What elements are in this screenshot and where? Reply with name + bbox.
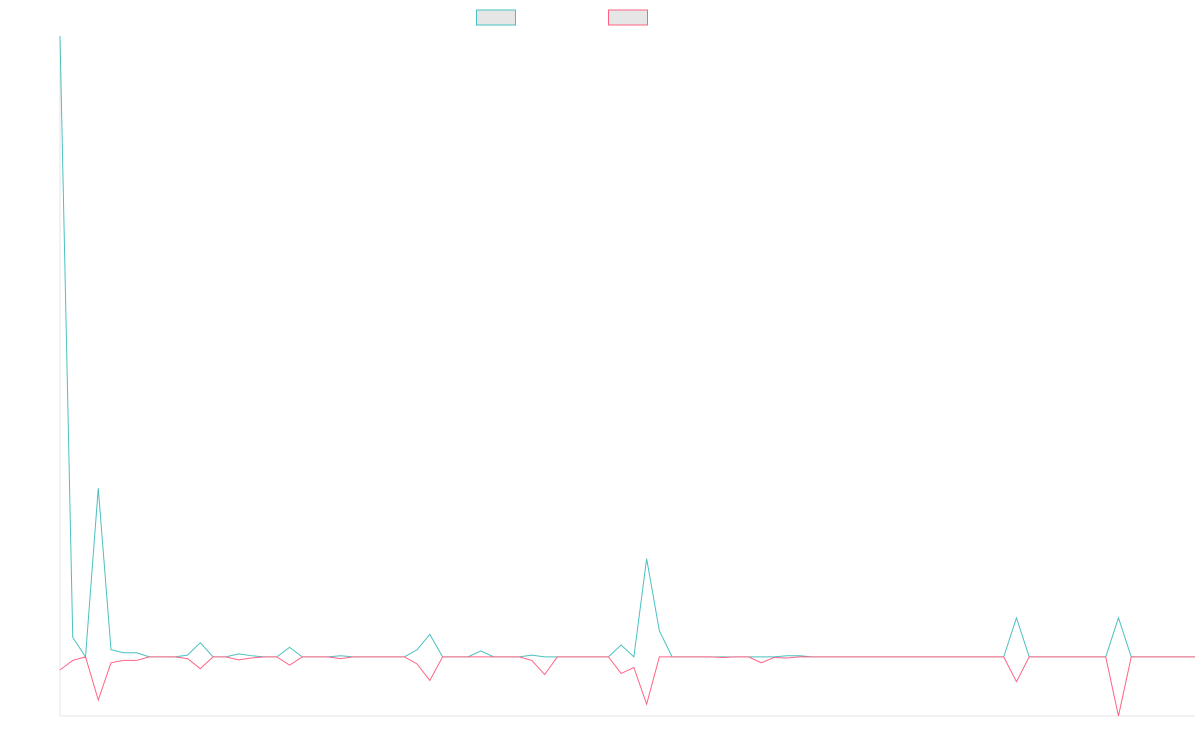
- series-2: [59, 656, 1195, 717]
- legend-swatch-1[interactable]: [476, 9, 516, 26]
- series-layer: [59, 35, 1195, 717]
- series-1: [59, 35, 1195, 659]
- series-line-2: [59, 656, 1195, 717]
- axes: [59, 36, 1195, 717]
- legend-swatch-2[interactable]: [608, 9, 648, 26]
- series-line-1: [59, 35, 1195, 659]
- legend: [476, 9, 648, 26]
